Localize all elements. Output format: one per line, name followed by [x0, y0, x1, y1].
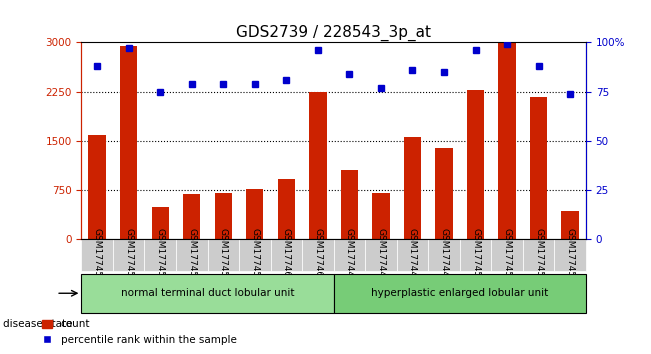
FancyBboxPatch shape	[302, 239, 333, 272]
Text: GSM177449: GSM177449	[439, 228, 449, 282]
Text: GSM177455: GSM177455	[124, 228, 133, 282]
Bar	[215, 193, 232, 239]
FancyBboxPatch shape	[333, 274, 586, 313]
Bar	[499, 42, 516, 239]
FancyBboxPatch shape	[145, 239, 176, 272]
Text: hyperplastic enlarged lobular unit: hyperplastic enlarged lobular unit	[371, 288, 548, 298]
Text: GSM177454: GSM177454	[92, 228, 102, 282]
Bar	[246, 189, 264, 239]
Bar	[467, 90, 484, 239]
Text: GSM177460: GSM177460	[282, 228, 291, 282]
FancyBboxPatch shape	[113, 239, 145, 272]
Text: GSM177458: GSM177458	[219, 228, 228, 282]
FancyBboxPatch shape	[523, 239, 555, 272]
FancyBboxPatch shape	[239, 239, 271, 272]
Text: GSM177448: GSM177448	[408, 228, 417, 282]
Legend: count, percentile rank within the sample: count, percentile rank within the sample	[38, 315, 241, 349]
FancyBboxPatch shape	[81, 239, 113, 272]
Text: GSM177461: GSM177461	[313, 228, 322, 282]
Bar	[183, 194, 201, 239]
Bar	[530, 97, 547, 239]
Bar	[278, 178, 295, 239]
Text: GSM177452: GSM177452	[534, 228, 543, 282]
Text: GSM177451: GSM177451	[503, 228, 512, 282]
FancyBboxPatch shape	[333, 239, 365, 272]
FancyBboxPatch shape	[460, 239, 492, 272]
Text: normal terminal duct lobular unit: normal terminal duct lobular unit	[120, 288, 294, 298]
Bar	[404, 137, 421, 239]
Bar	[120, 46, 137, 239]
Text: GSM177457: GSM177457	[187, 228, 196, 282]
FancyBboxPatch shape	[208, 239, 239, 272]
Bar	[152, 207, 169, 239]
Text: GSM177446: GSM177446	[345, 228, 354, 282]
Bar	[309, 92, 327, 239]
Text: disease state: disease state	[3, 319, 73, 329]
FancyBboxPatch shape	[81, 274, 333, 313]
Title: GDS2739 / 228543_3p_at: GDS2739 / 228543_3p_at	[236, 25, 431, 41]
Text: GSM177450: GSM177450	[471, 228, 480, 282]
Bar	[89, 135, 106, 239]
Text: GSM177453: GSM177453	[566, 228, 575, 282]
Bar	[561, 211, 579, 239]
Text: GSM177456: GSM177456	[156, 228, 165, 282]
Bar	[340, 170, 358, 239]
FancyBboxPatch shape	[176, 239, 208, 272]
FancyBboxPatch shape	[492, 239, 523, 272]
FancyBboxPatch shape	[271, 239, 302, 272]
FancyBboxPatch shape	[428, 239, 460, 272]
Text: GSM177447: GSM177447	[376, 228, 385, 282]
FancyBboxPatch shape	[396, 239, 428, 272]
Bar	[436, 148, 452, 239]
FancyBboxPatch shape	[555, 239, 586, 272]
FancyBboxPatch shape	[365, 239, 396, 272]
Text: GSM177459: GSM177459	[250, 228, 259, 282]
Bar	[372, 193, 389, 239]
